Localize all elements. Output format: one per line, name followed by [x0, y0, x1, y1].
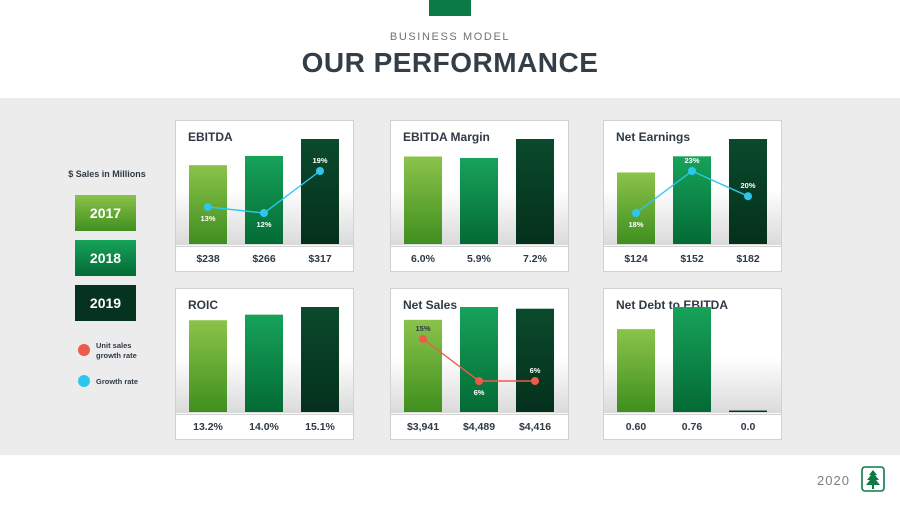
net-debt-to-ebitda-panel: Net Debt to EBITDA 0.60 0.76 0.0 [603, 288, 782, 440]
growth-point-2018 [260, 209, 268, 217]
growth-point-2017 [419, 335, 427, 343]
value-label-2019: 15.1% [305, 421, 335, 433]
value-label-2018: $4,489 [462, 421, 496, 433]
bar-2018 [673, 307, 711, 412]
bar-2019 [729, 139, 767, 244]
year-2017-key: 2017 [75, 195, 136, 231]
bar-2017 [404, 156, 442, 244]
value-label-2019: $4,416 [518, 421, 552, 433]
net-debt-to-ebitda-chart [617, 307, 767, 412]
panel-title: EBITDA [188, 130, 233, 144]
ebitda-panel: EBITDA 13% 12% 19% $238 $266 $317 [175, 120, 354, 272]
growth-point-2019 [744, 192, 752, 201]
value-label-2017: 13.2% [193, 421, 223, 433]
year-2019-key: 2019 [75, 285, 136, 321]
growth-label-2018: 23% [684, 156, 699, 165]
growth-point-2017 [632, 209, 640, 217]
growth-label-2018: 6% [474, 388, 485, 397]
bar-2017 [404, 319, 442, 412]
value-label-2018: $152 [680, 253, 704, 265]
growth-point-2019 [531, 377, 539, 385]
value-label-2018: 0.76 [681, 421, 703, 433]
growth-point-2019 [316, 167, 324, 175]
net-earnings-panel: Net Earnings 18% 23% 20% $124 $152 $182 [603, 120, 782, 272]
growth-label-2019: 20% [740, 181, 755, 190]
net-sales-panel: Net Sales 15% 6% 6% $3,941 $4,489 $4,416 [390, 288, 569, 440]
bar-2019 [729, 410, 767, 412]
value-label-2018: 14.0% [249, 421, 279, 433]
value-label-2018: $266 [252, 253, 276, 265]
page-title: OUR PERFORMANCE [301, 47, 599, 78]
bar-2019 [301, 139, 339, 244]
bar-2019 [516, 308, 554, 412]
value-label-2019: 7.2% [523, 253, 547, 265]
net-earnings-chart: 18% 23% 20% [617, 139, 767, 244]
growth-label-2017: 15% [415, 324, 430, 333]
bar-2017 [617, 172, 655, 244]
footer-year: 2020 [817, 473, 850, 488]
section-eyebrow: BUSINESS MODEL [389, 31, 511, 43]
panel-title: Net Earnings [616, 130, 691, 144]
growth-label-2019: 6% [530, 366, 541, 375]
value-label-2018: 5.9% [467, 253, 491, 265]
value-label-2019: $182 [736, 253, 760, 265]
value-label-2017: $3,941 [406, 421, 440, 433]
ebitda-margin-chart [404, 139, 554, 244]
bar-2018 [245, 314, 283, 412]
panel-footer: $3,941 $4,489 $4,416 [391, 414, 568, 439]
header-accent-tab [429, 0, 471, 16]
unit-sales-growth-label: Unit sales growth rate [96, 341, 137, 360]
panel-footer: 6.0% 5.9% 7.2% [391, 246, 568, 271]
roic-chart [189, 307, 339, 412]
growth-point-2018 [475, 377, 483, 385]
value-label-2017: $238 [196, 253, 220, 265]
panel-title: EBITDA Margin [403, 130, 490, 144]
growth-label-2017: 13% [200, 214, 215, 223]
panel-title: ROIC [188, 298, 218, 312]
bar-2017 [189, 320, 227, 412]
ebitda-margin-panel: EBITDA Margin 6.0% 5.9% 7.2% [390, 120, 569, 272]
value-label-2019: 0.0 [740, 421, 756, 433]
bar-2019 [516, 139, 554, 244]
panel-footer: $124 $152 $182 [604, 246, 781, 271]
value-label-2017: 6.0% [411, 253, 435, 265]
bar-2018 [245, 155, 283, 244]
panel-footer: 13.2% 14.0% 15.1% [176, 414, 353, 439]
growth-rate-dot [78, 375, 90, 387]
ebitda-chart: 13% 12% 19% [189, 139, 339, 244]
roic-panel: ROIC 13.2% 14.0% 15.1% [175, 288, 354, 440]
value-label-2017: $124 [624, 253, 648, 265]
bar-2018 [460, 157, 498, 244]
growth-rate-label: Growth rate [96, 377, 139, 386]
tree-logo-icon [861, 466, 885, 492]
unit-sales-growth-dot [78, 344, 90, 356]
growth-label-2018: 12% [256, 220, 271, 229]
panel-footer: $238 $266 $317 [176, 246, 353, 271]
growth-point-2017 [204, 203, 212, 211]
growth-label-2017: 18% [628, 220, 643, 229]
year-2018-key: 2018 [75, 240, 136, 276]
growth-label-2019: 19% [312, 156, 327, 165]
panel-footer: 0.60 0.76 0.0 [604, 414, 781, 439]
legend-caption: $ Sales in Millions [68, 169, 146, 179]
net-sales-chart: 15% 6% 6% [404, 307, 554, 412]
value-label-2017: 0.60 [625, 421, 647, 433]
bar-2017 [617, 329, 655, 412]
bar-2018 [460, 307, 498, 412]
panel-title: Net Sales [403, 298, 458, 312]
growth-point-2018 [688, 167, 696, 175]
bar-2019 [301, 307, 339, 412]
value-label-2019: $317 [308, 253, 332, 265]
